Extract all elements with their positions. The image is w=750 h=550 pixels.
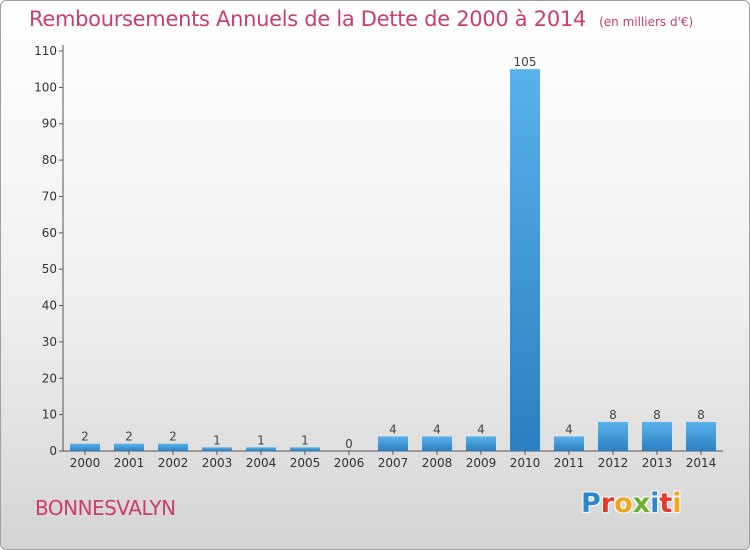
y-tick-label: 20 — [42, 371, 57, 385]
y-tick-label: 100 — [34, 80, 57, 94]
bar-value-label: 1 — [213, 433, 221, 447]
logo-letter: o — [614, 488, 633, 519]
x-tick-label: 2010 — [510, 456, 541, 470]
bar-value-label: 105 — [514, 55, 537, 69]
bar-value-label: 4 — [477, 422, 485, 436]
bar — [510, 69, 540, 451]
y-tick-label: 80 — [42, 153, 57, 167]
y-tick-label: 90 — [42, 117, 57, 131]
bar-value-label: 8 — [653, 408, 661, 422]
x-tick-label: 2008 — [422, 456, 453, 470]
bar — [70, 443, 100, 451]
logo-letter: i — [650, 488, 660, 519]
bar — [378, 436, 408, 451]
logo-letter: x — [632, 488, 651, 519]
proxiti-logo[interactable]: Proxiti — [581, 488, 682, 519]
x-tick-label: 2006 — [334, 456, 365, 470]
bar-value-label: 4 — [389, 422, 397, 436]
y-tick-label: 110 — [34, 44, 57, 58]
bar-value-label: 2 — [169, 430, 177, 444]
x-tick-label: 2005 — [290, 456, 321, 470]
bar — [554, 436, 584, 451]
bar-value-label: 1 — [257, 433, 265, 447]
logo-letter: i — [672, 488, 682, 519]
labels-group: 2 2000 2 2001 2 2002 1 2003 1 2004 1 2005 0 2006 4 2007… — [70, 55, 717, 470]
y-tick-label: 10 — [42, 408, 57, 422]
x-tick-label: 2012 — [598, 456, 629, 470]
x-tick-label: 2000 — [70, 456, 101, 470]
bars-group — [70, 69, 716, 451]
bar-value-label: 1 — [301, 433, 309, 447]
y-tick-label: 30 — [42, 335, 57, 349]
bar-value-label: 8 — [697, 408, 705, 422]
logo-letter: t — [659, 488, 673, 519]
y-tick-label: 0 — [49, 444, 57, 458]
bar — [642, 421, 672, 451]
x-tick-label: 2011 — [554, 456, 585, 470]
bar — [466, 436, 496, 451]
y-tick-label: 50 — [42, 262, 57, 276]
bar — [422, 436, 452, 451]
y-tick-label: 70 — [42, 189, 57, 203]
x-tick-label: 2009 — [466, 456, 497, 470]
x-tick-label: 2013 — [642, 456, 673, 470]
chart-unit: (en milliers d'€) — [599, 15, 694, 29]
bar-value-label: 2 — [81, 430, 89, 444]
bar — [290, 447, 320, 451]
bar — [686, 421, 716, 451]
bar — [158, 443, 188, 451]
y-tick-label: 60 — [42, 226, 57, 240]
x-tick-label: 2014 — [686, 456, 717, 470]
bar-value-label: 2 — [125, 430, 133, 444]
x-tick-label: 2003 — [202, 456, 233, 470]
bar-value-label: 8 — [609, 408, 617, 422]
chart-title: Remboursements Annuels de la Dette de 20… — [29, 7, 586, 31]
y-tick-label: 40 — [42, 299, 57, 313]
bar-value-label: 4 — [565, 422, 573, 436]
bar-value-label: 0 — [345, 437, 353, 451]
x-tick-label: 2007 — [378, 456, 409, 470]
commune-name: BONNESVALYN — [35, 496, 176, 520]
logo-letter: P — [581, 488, 601, 519]
x-tick-label: 2002 — [158, 456, 189, 470]
x-tick-label: 2001 — [114, 456, 145, 470]
bar-value-label: 4 — [433, 422, 441, 436]
bar — [598, 421, 628, 451]
logo-letter: r — [600, 488, 615, 519]
x-tick-label: 2004 — [246, 456, 277, 470]
bar — [114, 443, 144, 451]
chart-title-group: Remboursements Annuels de la Dette de 20… — [29, 7, 693, 31]
bar — [246, 447, 276, 451]
bar — [202, 447, 232, 451]
